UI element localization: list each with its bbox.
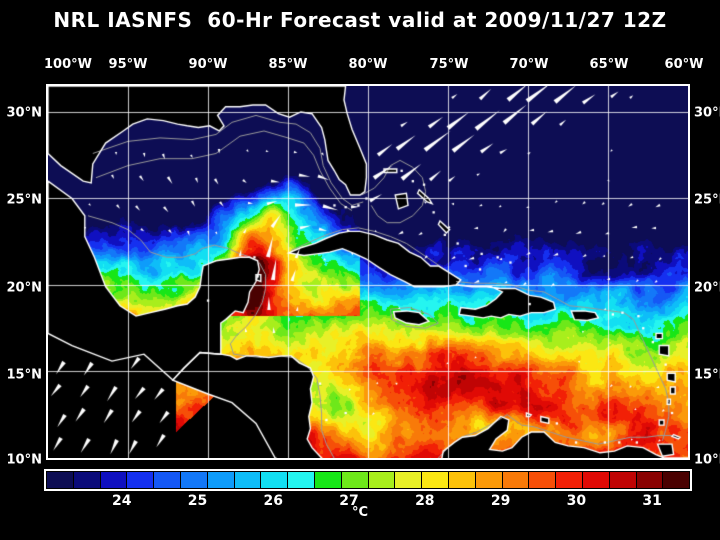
lat-tick-right-4: 10°N (694, 452, 720, 468)
colorbar-cell-21 (609, 472, 636, 488)
colorbar-cell-4 (154, 472, 180, 488)
colorbar-cell-5 (180, 472, 207, 488)
colorbar-cell-20 (582, 472, 609, 488)
lon-tick-3: 85°W (268, 57, 308, 72)
sst-map-plot-area: T100 (46, 84, 690, 460)
lon-tick-4: 80°W (348, 57, 388, 72)
lat-tick-left-3: 15°N (6, 367, 42, 383)
colorbar-tick-31: 31 (642, 493, 662, 509)
colorbar-cell-14 (422, 472, 448, 488)
colorbar-cell-15 (448, 472, 475, 488)
lat-tick-left-4: 10°N (6, 452, 42, 468)
colorbar-cell-13 (395, 472, 422, 488)
colorbar-tick-24: 24 (112, 493, 132, 509)
colorbar-cell-17 (502, 472, 529, 488)
colorbar-cell-22 (636, 472, 663, 488)
colorbar-cell-12 (368, 472, 395, 488)
colorbar-cell-9 (288, 472, 314, 488)
lat-tick-right-2: 20°N (694, 280, 720, 296)
lat-tick-right-3: 15°N (694, 367, 720, 383)
lon-tick-8: 60°W (664, 57, 704, 72)
colorbar-cell-0 (47, 472, 73, 488)
colorbar-tick-28: 28 (415, 493, 435, 509)
colorbar-cell-3 (127, 472, 154, 488)
lon-tick-6: 70°W (509, 57, 549, 72)
colorbar-cell-23 (663, 472, 690, 488)
colorbar (44, 469, 692, 491)
lon-tick-1: 95°W (108, 57, 148, 72)
lon-tick-7: 65°W (589, 57, 629, 72)
colorbar-cell-6 (207, 472, 234, 488)
colorbar-cell-16 (475, 472, 502, 488)
colorbar-cell-19 (556, 472, 582, 488)
colorbar-unit-label: °C (351, 505, 369, 520)
colorbar-tick-27: 27 (339, 493, 359, 509)
page-title: NRL IASNFS 60-Hr Forecast valid at 2009/… (53, 8, 667, 32)
colorbar-cell-18 (529, 472, 556, 488)
lat-tick-left-2: 20°N (6, 280, 42, 296)
colorbar-cell-8 (261, 472, 288, 488)
colorbar-cell-11 (341, 472, 368, 488)
colorbar-tick-26: 26 (263, 493, 284, 509)
colorbar-tick-30: 30 (566, 493, 587, 509)
lon-tick-5: 75°W (429, 57, 469, 72)
colorbar-tick-29: 29 (490, 493, 511, 509)
colorbar-cell-1 (73, 472, 100, 488)
lat-tick-left-1: 25°N (6, 192, 42, 208)
colorbar-cell-10 (314, 472, 341, 488)
sst-heatmap-canvas (48, 86, 688, 458)
lat-tick-right-0: 30°N (694, 105, 720, 121)
lat-tick-right-1: 25°N (694, 192, 720, 208)
colorbar-cell-7 (234, 472, 261, 488)
colorbar-cell-2 (100, 472, 127, 488)
lon-tick-0: 100°W (44, 57, 92, 72)
lat-tick-left-0: 30°N (6, 105, 42, 121)
colorbar-tick-25: 25 (187, 493, 208, 509)
lon-tick-2: 90°W (188, 57, 228, 72)
